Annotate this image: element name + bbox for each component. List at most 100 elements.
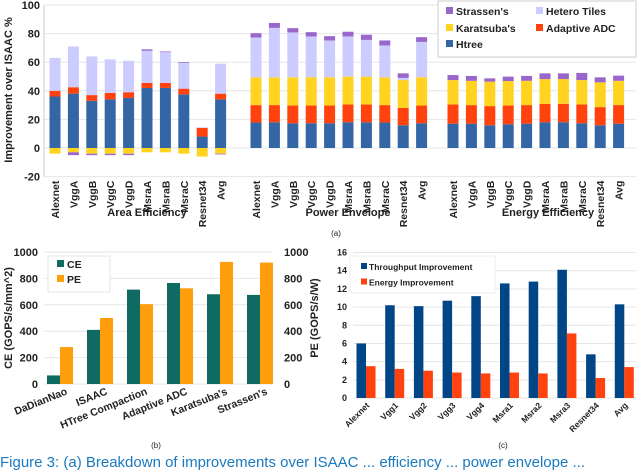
y-tick-label: 6 xyxy=(342,338,347,348)
y-tick-label: 40 xyxy=(28,86,40,98)
bar-area-efficiency-vggc-hetero-tiles xyxy=(104,59,116,93)
bar-power-envelope-msraa-adaptive-adc xyxy=(342,104,354,123)
bar-power-envelope-vggb-karatsuba-s xyxy=(287,77,299,106)
bar-area-efficiency-vggb-hetero-tiles xyxy=(86,56,98,96)
bar-power-envelope-msrab-karatsuba-s xyxy=(360,76,372,105)
bar-energy-efficiency-vggc-karatsuba-s xyxy=(502,81,514,106)
bar-power-envelope-avg-hetero-tiles xyxy=(416,41,428,78)
bar-area-efficiency-alexnet-karatsuba-s xyxy=(49,148,61,154)
y-tick-label: -20 xyxy=(24,172,40,184)
bar-energy-efficiency-msrac-strassen-s xyxy=(576,72,588,81)
x-tick-label: Vgg3 xyxy=(436,400,458,422)
bar-power-envelope-msrab-strassen-s xyxy=(360,34,372,40)
y-tick-label: 60 xyxy=(28,57,40,69)
bar-area-efficiency-vggc-adaptive-adc xyxy=(104,92,116,100)
y-tick-label: 14 xyxy=(337,266,347,276)
bar-area-efficiency-msrac-adaptive-adc xyxy=(178,88,190,95)
x-tick-label: VggB xyxy=(87,180,99,208)
x-tick-label: Alexnet xyxy=(343,400,372,429)
bar-pe-strassen-s xyxy=(260,262,273,384)
bar-power-envelope-vggd-karatsuba-s xyxy=(324,77,336,106)
x-tick-label: DaDianNao xyxy=(13,386,69,418)
x-tick-label: MsraC xyxy=(179,180,191,213)
bar-energy-efficiency-vggb-htree xyxy=(484,125,496,148)
y-tick-label-right: 200 xyxy=(284,353,302,365)
bar-throughput-improvement-msra1 xyxy=(500,283,510,398)
bar-area-efficiency-msraa-strassen-s xyxy=(141,49,153,51)
bar-area-efficiency-msrac-htree xyxy=(178,94,190,148)
bar-energy-efficiency-avg-htree xyxy=(613,123,625,148)
legend-label-pe: PE xyxy=(67,274,81,286)
bar-energy-efficiency-msraa-karatsuba-s xyxy=(539,79,551,104)
bar-energy-efficiency-vgga-htree xyxy=(465,123,477,148)
bar-area-efficiency-vgga-karatsuba-s xyxy=(67,148,79,153)
bar-energy-improvement-resnet34 xyxy=(595,377,606,398)
x-tick-label: VggD xyxy=(522,180,534,208)
bar-power-envelope-vgga-strassen-s xyxy=(268,23,280,28)
chart-a-ylabel: Improvement over ISAAC % xyxy=(3,17,15,163)
bar-pe-karatsuba-s xyxy=(220,261,233,384)
chart-c-throughput-energy: (c) 0 2 4 6 8 10 12 14 16 Alexnet Vgg1 Vgg2 Vgg3 Vgg4… xyxy=(337,248,636,450)
chart-c-panel-label: (c) xyxy=(498,441,508,450)
y-tick-label: 0 xyxy=(34,143,40,155)
bar-energy-efficiency-msrab-adaptive-adc xyxy=(557,103,569,123)
y-tick-label-left: 800 xyxy=(20,273,38,285)
bar-power-envelope-vggb-strassen-s xyxy=(287,28,299,33)
x-tick-label: MsraC xyxy=(577,180,589,213)
bar-area-efficiency-msraa-karatsuba-s xyxy=(141,148,153,153)
bar-energy-efficiency-msrab-htree xyxy=(557,122,569,148)
bar-energy-efficiency-msrac-karatsuba-s xyxy=(576,80,588,105)
bar-energy-efficiency-msraa-adaptive-adc xyxy=(539,103,551,123)
bar-power-envelope-msrac-adaptive-adc xyxy=(379,105,391,123)
x-tick-label: VggC xyxy=(503,180,515,208)
bar-power-envelope-vggd-strassen-s xyxy=(324,36,336,41)
bar-energy-efficiency-msraa-htree xyxy=(539,122,551,148)
y-tick-label: 12 xyxy=(337,284,347,294)
bar-area-efficiency-vgga-hetero-tiles xyxy=(67,46,79,88)
bar-area-efficiency-vggc-karatsuba-s xyxy=(104,148,116,154)
bar-throughput-improvement-vgg2 xyxy=(413,306,424,398)
legend-swatch-adaptive-adc xyxy=(536,24,543,31)
x-tick-label: VggD xyxy=(325,180,337,208)
bar-energy-efficiency-msrab-strassen-s xyxy=(557,73,569,80)
bar-energy-efficiency-msraa-strassen-s xyxy=(539,73,551,80)
bar-area-efficiency-resnet34-htree xyxy=(196,136,208,148)
y-tick-label-left: 200 xyxy=(20,353,38,365)
bar-area-efficiency-vggd-htree xyxy=(123,97,135,148)
bar-power-envelope-vggb-adaptive-adc xyxy=(287,105,299,124)
y-tick-label-left: 400 xyxy=(20,326,38,338)
legend-label-strassen-s: Strassen's xyxy=(456,6,509,18)
bar-power-envelope-vggd-hetero-tiles xyxy=(324,40,336,78)
bar-power-envelope-vggb-htree xyxy=(287,123,299,148)
bar-energy-efficiency-vggd-htree xyxy=(521,123,533,148)
x-tick-label: Resnet34 xyxy=(567,400,601,434)
bar-ce-isaac xyxy=(87,329,100,384)
bar-area-efficiency-alexnet-adaptive-adc xyxy=(49,90,61,97)
bar-ce-strassen-s xyxy=(247,294,260,384)
bar-power-envelope-msraa-karatsuba-s xyxy=(342,76,354,105)
bar-area-efficiency-avg-hetero-tiles xyxy=(215,63,227,94)
legend-label-adaptive-adc: Adaptive ADC xyxy=(546,23,616,35)
bar-ce-adaptive-adc xyxy=(167,283,180,384)
bar-energy-efficiency-alexnet-adaptive-adc xyxy=(447,104,459,124)
bar-energy-efficiency-alexnet-strassen-s xyxy=(447,75,459,81)
bar-area-efficiency-resnet34-adaptive-adc xyxy=(196,127,208,137)
bar-power-envelope-msrab-htree xyxy=(360,122,372,148)
bar-energy-improvement-msra3 xyxy=(566,333,577,398)
bar-area-efficiency-vggb-adaptive-adc xyxy=(86,95,98,101)
bar-ce-karatsuba-s xyxy=(207,294,220,384)
x-tick-label: Resnet34 xyxy=(398,180,410,227)
x-tick-label: Vgg2 xyxy=(407,400,429,422)
bar-power-envelope-alexnet-adaptive-adc xyxy=(250,105,262,123)
bar-power-envelope-resnet34-hetero-tiles xyxy=(397,77,409,81)
bar-energy-improvement-vgg4 xyxy=(480,373,491,398)
y-tick-label: 80 xyxy=(28,29,40,41)
bar-power-envelope-resnet34-karatsuba-s xyxy=(397,80,409,108)
legend-box xyxy=(349,255,496,294)
bar-power-envelope-msrab-hetero-tiles xyxy=(360,39,372,77)
bar-area-efficiency-vgga-adaptive-adc xyxy=(67,87,79,94)
y-tick-label: 2 xyxy=(342,375,347,385)
bar-power-envelope-avg-strassen-s xyxy=(416,37,428,42)
